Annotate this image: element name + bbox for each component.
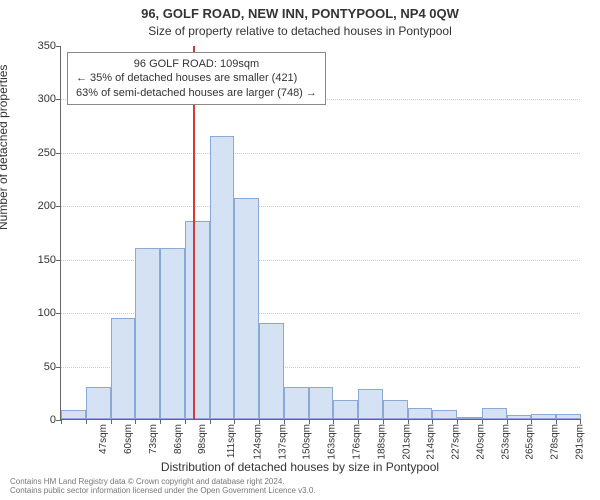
xtick-label: 111sqm [226,424,237,458]
histogram-bar [507,415,532,419]
xtick-label: 201sqm [401,424,412,460]
ytick-mark [56,153,61,154]
histogram-bar [309,387,334,419]
histogram-bar [135,248,160,419]
plot-area: 96 GOLF ROAD: 109sqm ← 35% of detached h… [60,46,580,420]
gridline [61,153,580,154]
xtick-label: 73sqm [148,424,159,454]
histogram-bar [61,410,86,419]
ytick-label: 350 [16,40,56,52]
histogram-bar [86,387,111,419]
xtick-mark [210,419,211,424]
info-line-2: ← 35% of detached houses are smaller (42… [76,71,317,85]
y-axis-title: Number of detached properties [0,65,10,230]
ytick-label: 0 [16,414,56,426]
xtick-mark [61,419,62,424]
info-line-1: 96 GOLF ROAD: 109sqm [76,57,317,71]
ytick-label: 50 [16,361,56,373]
ytick-label: 100 [16,307,56,319]
xtick-label: 163sqm [327,424,338,460]
xtick-label: 227sqm [451,424,462,460]
histogram-bar [432,410,457,419]
ytick-mark [56,206,61,207]
histogram-bar [408,408,433,419]
x-axis-title: Distribution of detached houses by size … [0,460,600,474]
histogram-bar [284,387,309,419]
gridline [61,206,580,207]
chart-title-sub: Size of property relative to detached ho… [0,24,600,38]
histogram-bar [358,389,383,419]
xtick-label: 124sqm [253,424,264,460]
histogram-bar [383,400,408,419]
xtick-label: 253sqm [500,424,511,460]
info-box: 96 GOLF ROAD: 109sqm ← 35% of detached h… [67,52,326,105]
ytick-mark [56,46,61,47]
info-line-3: 63% of semi-detached houses are larger (… [76,86,317,100]
xtick-label: 176sqm [352,424,363,460]
histogram-bar [482,408,507,419]
xtick-label: 86sqm [173,424,184,454]
xtick-mark [160,419,161,424]
ytick-label: 250 [16,147,56,159]
xtick-label: 137sqm [277,424,288,460]
xtick-mark [135,419,136,424]
xtick-label: 214sqm [426,424,437,460]
histogram-bar [556,414,581,419]
xtick-mark [111,419,112,424]
xtick-label: 98sqm [197,424,208,454]
footer-line-2: Contains public sector information licen… [10,487,590,496]
histogram-bar [333,400,358,419]
xtick-label: 150sqm [302,424,313,460]
xtick-label: 47sqm [98,424,109,454]
histogram-bar [160,248,185,419]
ytick-mark [56,99,61,100]
histogram-bar [234,198,259,419]
histogram-bar [531,414,556,419]
xtick-label: 240sqm [475,424,486,460]
ytick-mark [56,260,61,261]
histogram-bar [457,417,482,419]
ytick-mark [56,367,61,368]
ytick-label: 300 [16,93,56,105]
chart-title-main: 96, GOLF ROAD, NEW INN, PONTYPOOL, NP4 0… [0,6,600,21]
xtick-mark [86,419,87,424]
histogram-bar [185,221,210,419]
footer-attribution: Contains HM Land Registry data © Crown c… [10,478,590,496]
histogram-bar [259,323,284,419]
xtick-label: 291sqm [574,424,585,460]
ytick-label: 200 [16,200,56,212]
ytick-label: 150 [16,254,56,266]
histogram-bar [210,136,235,419]
xtick-mark [185,419,186,424]
histogram-bar [111,318,136,420]
chart-container: { "title_main": "96, GOLF ROAD, NEW INN,… [0,0,600,500]
xtick-label: 188sqm [376,424,387,460]
xtick-label: 60sqm [123,424,134,454]
xtick-label: 265sqm [525,424,536,460]
ytick-mark [56,313,61,314]
xtick-label: 278sqm [550,424,561,460]
